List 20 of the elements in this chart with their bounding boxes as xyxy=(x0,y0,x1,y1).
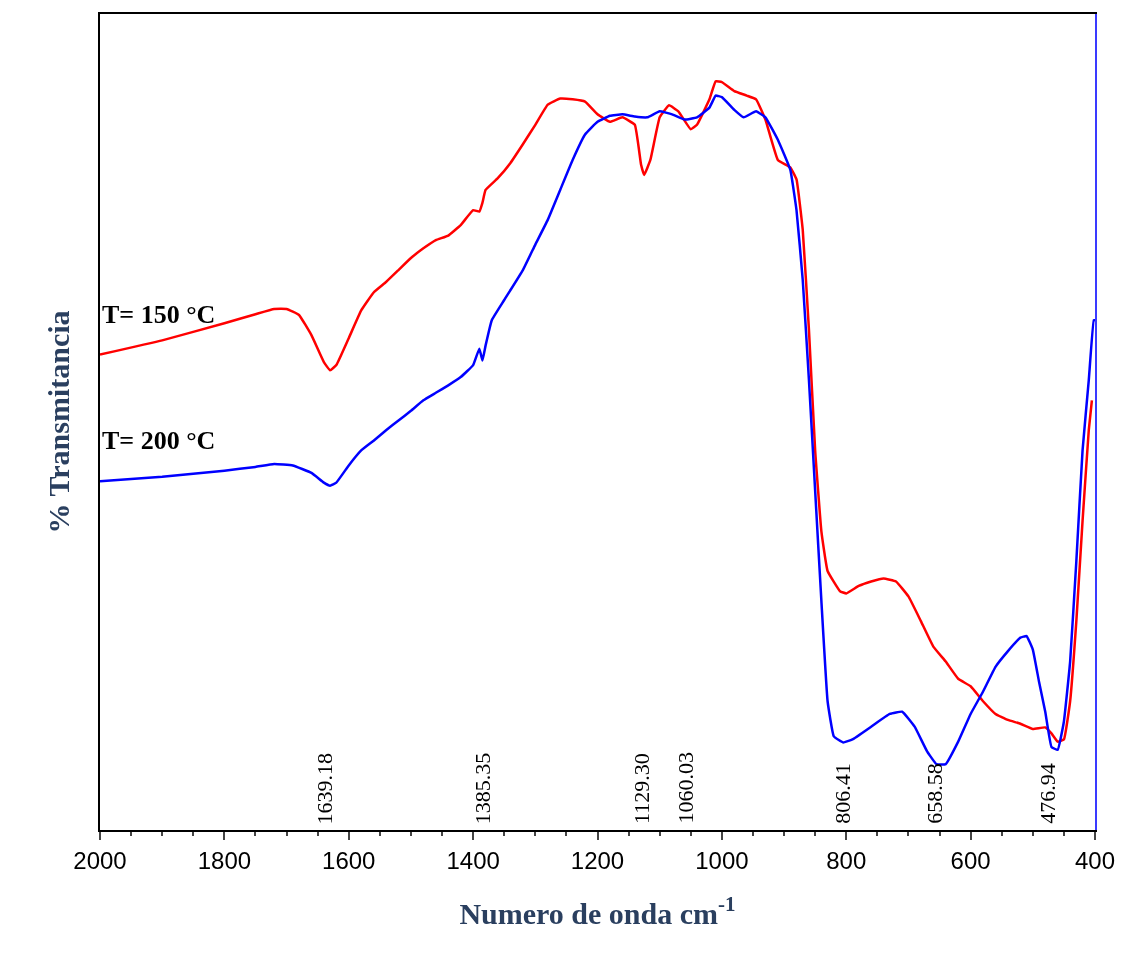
x-tick-label: 1400 xyxy=(446,846,500,874)
series-label: T= 150 °C xyxy=(102,300,216,329)
x-tick-label: 1200 xyxy=(570,846,625,874)
x-tick-label: 1000 xyxy=(695,846,749,874)
x-tick-label: 1800 xyxy=(197,846,252,874)
x-axis-title: Numero de onda cm$^{-1}$ xyxy=(459,892,736,930)
x-tick-label: 800 xyxy=(826,846,867,874)
x-tick-label: 1600 xyxy=(322,846,376,874)
series-label: T= 200 °C xyxy=(102,426,216,455)
annotation: 1129.30 xyxy=(628,753,654,824)
y-axis-title: % Transmitancia xyxy=(41,310,75,534)
annotation: 1060.03 xyxy=(672,752,698,824)
annotation: 476.94 xyxy=(1034,763,1060,824)
x-tick-label: 600 xyxy=(950,846,991,874)
annotation: 1639.18 xyxy=(312,752,338,825)
x-tick-label: 400 xyxy=(1074,846,1116,874)
annotation: 1385.35 xyxy=(470,752,496,825)
x-tick-label: 2000 xyxy=(73,846,127,874)
annotation: 806.41 xyxy=(829,763,855,824)
annotation: 658.58 xyxy=(921,763,947,824)
